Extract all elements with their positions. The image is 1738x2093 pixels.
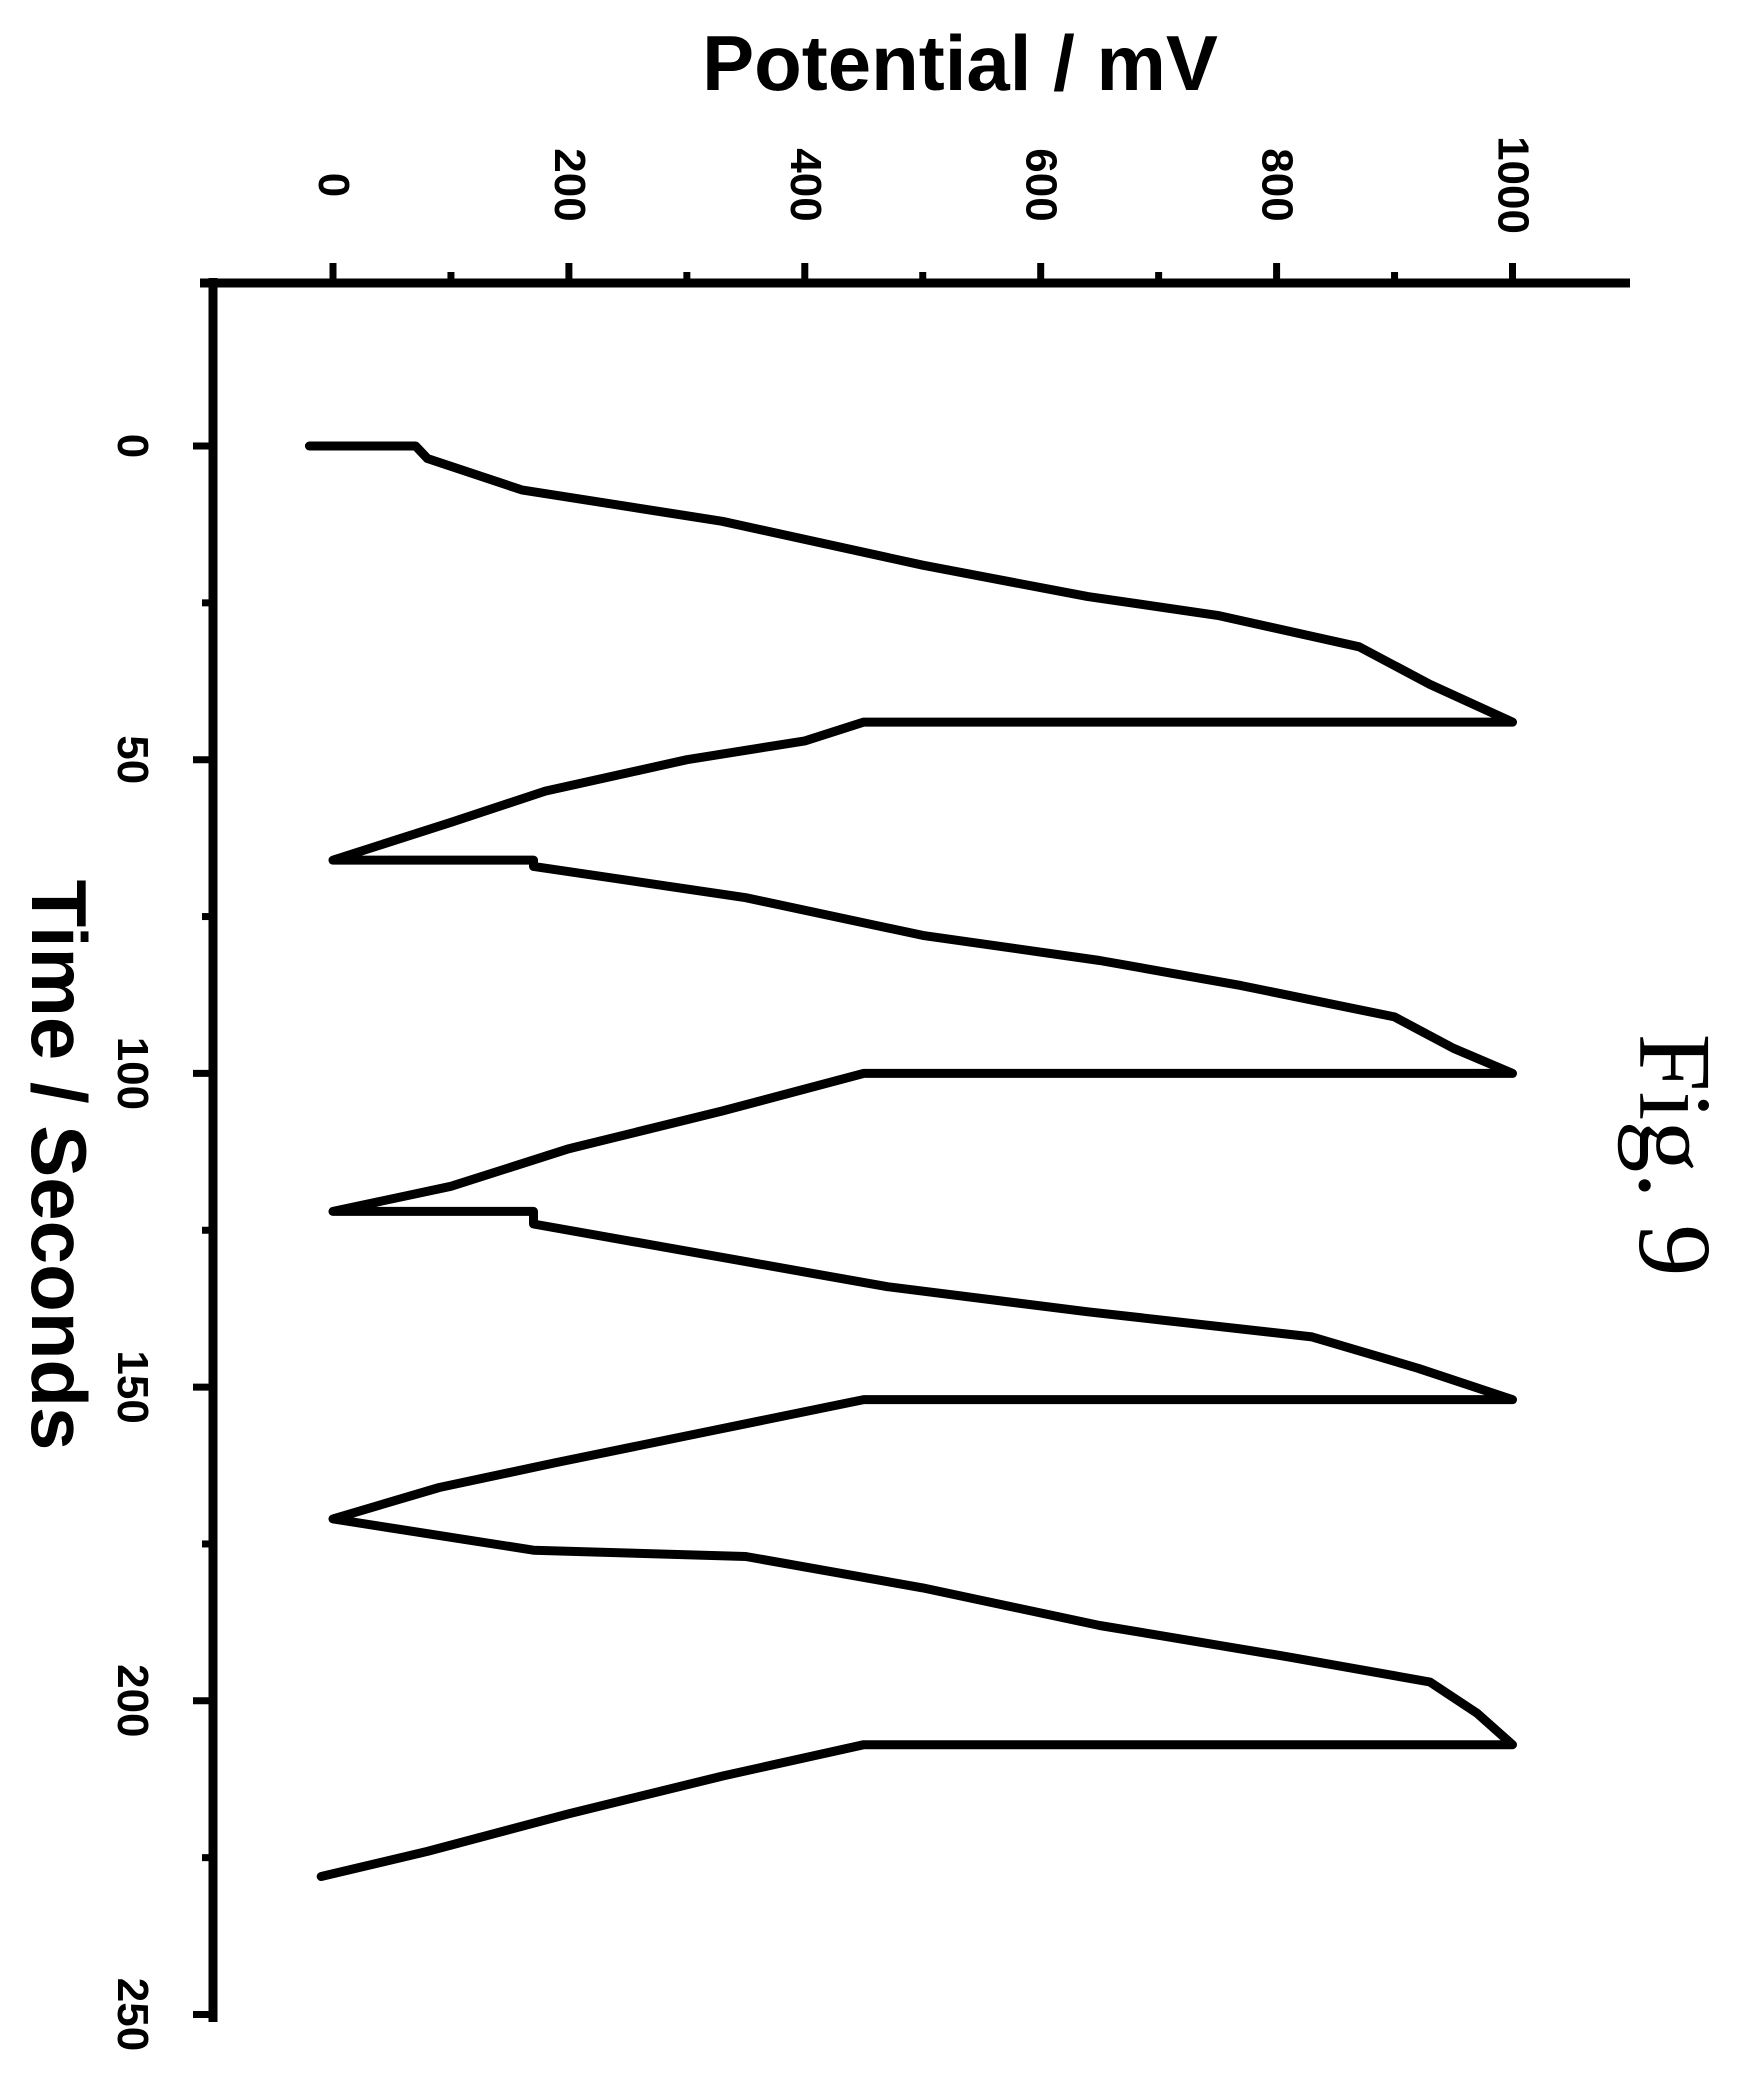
figure-caption: Fig. 9 [1617, 1034, 1732, 1277]
potential-series-line [304, 441, 1517, 1881]
time-axis-title: Time / Seconds [15, 880, 103, 1451]
potential-tick-label: 0 [309, 173, 358, 197]
time-tick-label: 200 [108, 1664, 157, 1737]
time-tick-label: 0 [108, 434, 157, 458]
chart-axes [200, 278, 1630, 2022]
potential-tick-label: 200 [545, 148, 594, 221]
potential-axis-title: Potential / mV [702, 19, 1218, 107]
chart-series [304, 441, 1517, 1881]
time-tick-label: 150 [108, 1350, 157, 1423]
potential-tick-label: 400 [781, 148, 830, 221]
potential-tick-label: 600 [1017, 148, 1066, 221]
time-tick-label: 50 [108, 735, 157, 784]
time-axis-ticks: 0 50 100 150 200 250 [108, 434, 213, 2051]
time-tick-label: 100 [108, 1037, 157, 1110]
time-tick-label: 250 [108, 1978, 157, 2051]
potential-tick-label: 800 [1253, 148, 1302, 221]
potential-tick-label: 1000 [1489, 136, 1538, 234]
potential-axis-ticks: 0 200 400 600 800 1000 [309, 136, 1538, 283]
